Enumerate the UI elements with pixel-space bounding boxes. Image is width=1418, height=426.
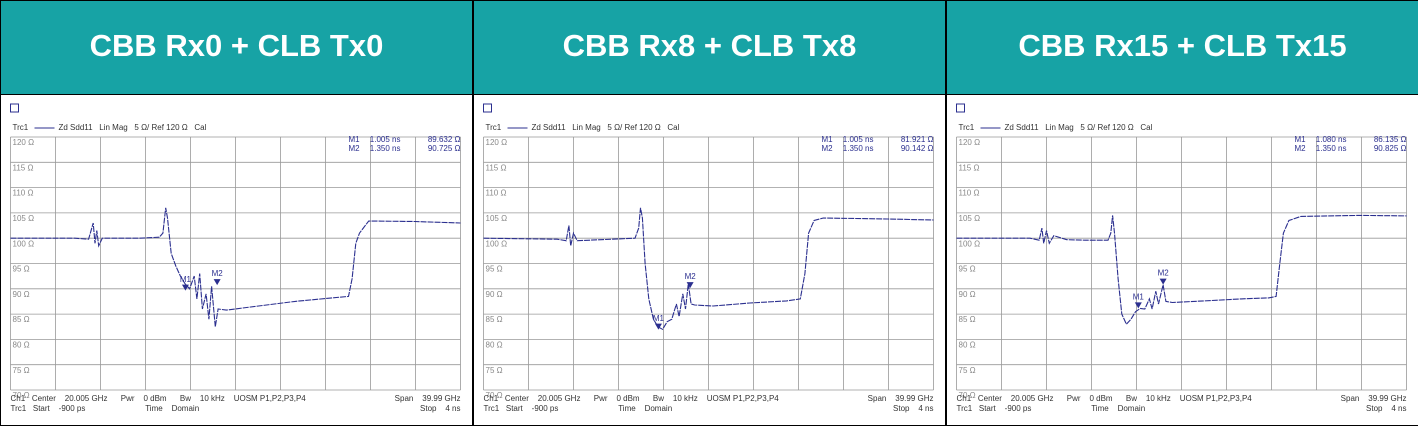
chart-title: CBB Rx0 + CLB Tx0 <box>90 28 384 63</box>
y-tick-label: 120 Ω <box>486 138 508 147</box>
trace-line <box>956 214 1407 326</box>
y-tick-label: 85 Ω <box>959 315 976 324</box>
y-tick-label: 115 Ω <box>486 163 507 172</box>
marker-x: 1.080 ns <box>1316 135 1347 144</box>
header <box>946 0 1418 95</box>
marker-y: 86.135 Ω <box>1374 135 1407 144</box>
marker-x: 1.350 ns <box>1316 144 1347 153</box>
logo <box>10 103 19 113</box>
status-left: Ch1 Center 20.005 GHz Pwr 0 dBm Bw 10 kH… <box>957 394 1253 403</box>
y-tick-label: 115 Ω <box>959 163 980 172</box>
y-tick-label: 105 Ω <box>959 214 981 223</box>
y-tick-label: 95 Ω <box>13 265 30 274</box>
trace-info: Zd Sdd11 Lin Mag 5 Ω/ Ref 120 Ω Cal <box>1005 123 1153 132</box>
y-tick-label: 75 Ω <box>13 366 30 375</box>
marker <box>1134 302 1142 309</box>
status-right: Stop 4 ns <box>893 404 933 413</box>
marker-name: M2 <box>349 144 361 153</box>
y-tick-label: 105 Ω <box>13 214 35 223</box>
y-tick-label: 95 Ω <box>959 265 976 274</box>
y-tick-label: 70 Ω <box>486 391 503 400</box>
y-tick-label: 75 Ω <box>486 366 503 375</box>
y-tick-label: 90 Ω <box>959 290 976 299</box>
y-tick-label: 80 Ω <box>959 341 976 350</box>
y-tick-label: 80 Ω <box>13 341 30 350</box>
trace-line <box>10 207 461 327</box>
status-left: Trc1 Start -900 ps Time Domain <box>957 404 1146 413</box>
y-tick-label: 100 Ω <box>959 239 981 248</box>
panel <box>473 94 946 426</box>
marker <box>1159 278 1167 285</box>
y-tick-label: 70 Ω <box>13 391 30 400</box>
header <box>0 0 473 95</box>
marker-label: M2 <box>212 269 224 278</box>
y-tick-label: 90 Ω <box>13 290 30 299</box>
marker-label: M2 <box>1158 269 1170 278</box>
marker-x: 1.005 ns <box>843 135 874 144</box>
y-tick-label: 110 Ω <box>486 189 507 198</box>
y-tick-label: 110 Ω <box>959 189 980 198</box>
status-left: Ch1 Center 20.005 GHz Pwr 0 dBm Bw 10 kH… <box>11 394 307 403</box>
marker-x: 1.350 ns <box>843 144 874 153</box>
y-tick-label: 85 Ω <box>13 315 30 324</box>
status-right: Stop 4 ns <box>420 404 460 413</box>
marker-label: M2 <box>685 272 697 281</box>
chart-title: CBB Rx8 + CLB Tx8 <box>563 28 857 63</box>
logo <box>483 103 492 113</box>
trace-label: Trc1 <box>13 123 29 132</box>
y-tick-label: 100 Ω <box>486 239 508 248</box>
status-right: Stop 4 ns <box>1366 404 1406 413</box>
y-tick-label: 75 Ω <box>959 366 976 375</box>
trace-line <box>483 207 934 331</box>
marker-label: M1 <box>1133 292 1145 301</box>
panel <box>0 94 473 426</box>
marker-y: 90.142 Ω <box>901 144 934 153</box>
y-tick-label: 85 Ω <box>486 315 503 324</box>
marker <box>181 284 189 291</box>
marker-x: 1.350 ns <box>370 144 401 153</box>
panel <box>946 94 1418 426</box>
header <box>473 0 946 95</box>
status-right: Span 39.99 GHz <box>395 394 461 403</box>
trace-label: Trc1 <box>486 123 502 132</box>
trace-info: Zd Sdd11 Lin Mag 5 Ω/ Ref 120 Ω Cal <box>59 123 207 132</box>
chart-title: CBB Rx15 + CLB Tx15 <box>1018 28 1346 63</box>
y-tick-label: 95 Ω <box>486 265 503 274</box>
trace-info: Zd Sdd11 Lin Mag 5 Ω/ Ref 120 Ω Cal <box>532 123 680 132</box>
marker-name: M2 <box>1295 144 1307 153</box>
y-tick-label: 110 Ω <box>13 189 34 198</box>
marker-y: 81.921 Ω <box>901 135 934 144</box>
y-tick-label: 70 Ω <box>959 391 976 400</box>
status-right: Span 39.99 GHz <box>1341 394 1407 403</box>
y-tick-label: 115 Ω <box>13 163 34 172</box>
marker-x: 1.005 ns <box>370 135 401 144</box>
marker-name: M1 <box>1295 135 1307 144</box>
marker-name: M1 <box>822 135 834 144</box>
y-tick-label: 100 Ω <box>13 239 35 248</box>
marker-y: 89.632 Ω <box>428 135 461 144</box>
y-tick-label: 120 Ω <box>13 138 35 147</box>
status-left: Trc1 Start -900 ps Time Domain <box>11 404 200 413</box>
marker <box>213 279 221 286</box>
marker-label: M1 <box>653 314 665 323</box>
status-left: Ch1 Center 20.005 GHz Pwr 0 dBm Bw 10 kH… <box>484 394 780 403</box>
status-left: Trc1 Start -900 ps Time Domain <box>484 404 673 413</box>
y-tick-label: 90 Ω <box>486 290 503 299</box>
marker-y: 90.825 Ω <box>1374 144 1407 153</box>
y-tick-label: 120 Ω <box>959 138 981 147</box>
marker-name: M1 <box>349 135 361 144</box>
status-right: Span 39.99 GHz <box>868 394 934 403</box>
trace-label: Trc1 <box>959 123 975 132</box>
marker-y: 90.725 Ω <box>428 144 461 153</box>
y-tick-label: 80 Ω <box>486 341 503 350</box>
marker <box>686 282 694 289</box>
marker <box>654 323 662 330</box>
logo <box>956 103 965 113</box>
y-tick-label: 105 Ω <box>486 214 508 223</box>
marker-label: M1 <box>180 275 192 284</box>
marker-name: M2 <box>822 144 834 153</box>
